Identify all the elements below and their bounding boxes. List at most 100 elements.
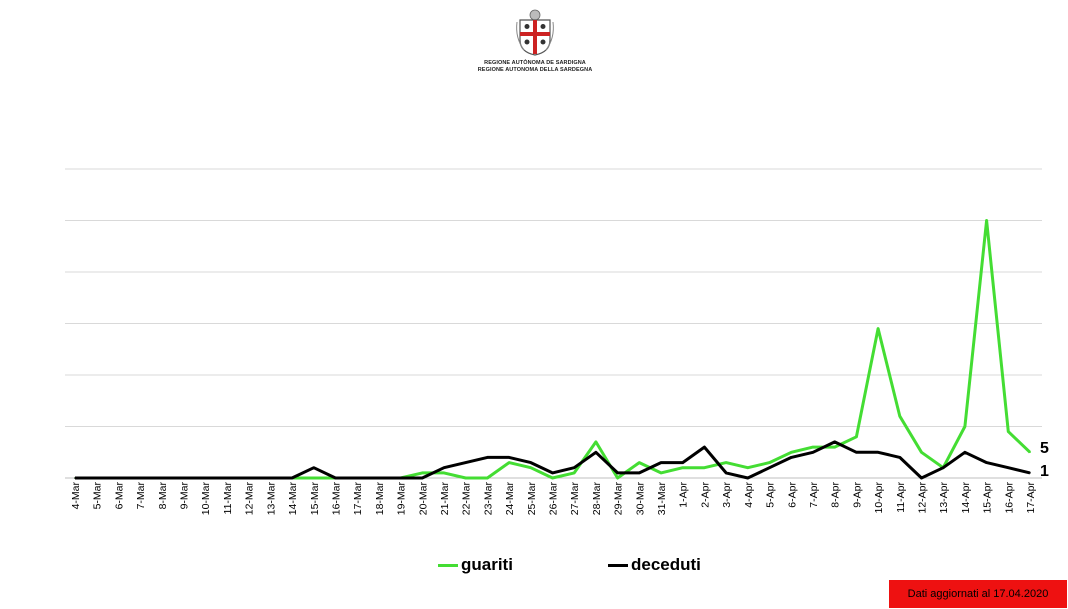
- data-point-guariti: [551, 477, 554, 479]
- data-point-deceduti: [877, 451, 879, 454]
- data-point-guariti: [595, 441, 597, 443]
- x-tick-label: 31-Mar: [656, 482, 668, 516]
- update-date-badge: Dati aggiornati al 17.04.2020: [889, 580, 1067, 608]
- x-tick-label: 12-Apr: [916, 481, 928, 513]
- data-point-deceduti: [616, 472, 619, 474]
- x-tick-label: 9-Apr: [851, 482, 863, 508]
- region-logo: REGIONE AUTÒNOMA DE SARDIGNA REGIONE AUT…: [470, 8, 600, 78]
- legend-item-guariti: guariti: [438, 553, 513, 577]
- x-tick-label: 24-Mar: [504, 482, 516, 516]
- data-point-deceduti: [312, 466, 315, 469]
- data-point-guariti: [898, 415, 901, 418]
- data-point-deceduti: [95, 477, 98, 479]
- data-point-guariti: [790, 451, 793, 454]
- data-point-deceduti: [399, 477, 402, 479]
- x-tick-label: 30-Mar: [634, 482, 646, 516]
- legend-label-guariti: guariti: [461, 555, 513, 574]
- logo-text-sardinian: REGIONE AUTÒNOMA DE SARDIGNA: [484, 60, 586, 66]
- x-tick-label: 26-Mar: [548, 482, 560, 516]
- data-point-deceduti: [247, 477, 250, 479]
- data-point-guariti: [421, 472, 424, 474]
- data-point-deceduti: [985, 461, 988, 464]
- x-tick-label: 21-Mar: [439, 482, 451, 516]
- x-tick-label: 1-Apr: [678, 482, 690, 508]
- data-point-guariti: [877, 327, 879, 330]
- data-point-guariti: [1007, 430, 1010, 433]
- data-point-deceduti: [1029, 472, 1031, 474]
- data-point-deceduti: [486, 456, 489, 459]
- legend-label-deceduti: deceduti: [631, 555, 701, 574]
- data-point-guariti: [660, 472, 662, 474]
- data-point-deceduti: [855, 451, 858, 454]
- x-tick-label: 10-Apr: [873, 481, 885, 513]
- data-point-guariti: [985, 219, 988, 222]
- x-tick-label: 27-Mar: [569, 482, 581, 516]
- data-point-guariti: [616, 477, 619, 479]
- data-point-deceduti: [573, 466, 576, 469]
- data-point-deceduti: [551, 472, 554, 474]
- x-axis-tick-labels: 4-Mar 5-Mar 6-Mar 7-Mar 8-Mar 9-Mar 10-Mar 11-M…: [70, 481, 1037, 515]
- legend-item-deceduti: deceduti: [608, 553, 701, 577]
- x-tick-label: 12-Mar: [244, 482, 256, 516]
- data-point-guariti: [681, 466, 684, 469]
- data-point-deceduti: [378, 477, 380, 479]
- x-tick-label: 9-Mar: [179, 481, 191, 509]
- data-point-deceduti: [421, 477, 424, 479]
- gridlines: [65, 168, 1042, 479]
- data-point-guariti: [638, 461, 641, 464]
- x-tick-label: 16-Apr: [1003, 481, 1015, 513]
- data-point-guariti: [833, 446, 836, 448]
- x-tick-label: 15-Mar: [309, 482, 321, 516]
- x-tick-label: 4-Apr: [743, 482, 755, 508]
- x-tick-label: 14-Mar: [287, 482, 299, 516]
- data-point-deceduti: [703, 446, 706, 448]
- legend-swatch-deceduti: [608, 563, 628, 567]
- data-point-deceduti: [964, 451, 966, 454]
- x-tick-label: 28-Mar: [591, 482, 603, 516]
- data-point-guariti: [312, 477, 315, 479]
- data-point-deceduti: [269, 477, 272, 479]
- data-point-guariti: [486, 477, 489, 479]
- logo-text-italian: REGIONE AUTONOMA DELLA SARDEGNA: [477, 67, 593, 73]
- data-point-guariti: [812, 446, 814, 448]
- data-point-deceduti: [768, 466, 771, 469]
- data-point-guariti: [573, 472, 576, 474]
- data-point-guariti: [768, 461, 771, 464]
- x-tick-label: 18-Mar: [374, 482, 386, 516]
- data-point-deceduti: [681, 461, 684, 464]
- x-tick-label: 13-Apr: [938, 481, 950, 513]
- x-tick-label: 17-Apr: [1025, 481, 1037, 513]
- data-point-deceduti: [812, 451, 814, 454]
- series-line-guariti: [75, 219, 1032, 480]
- x-tick-label: 2-Apr: [699, 482, 711, 508]
- data-point-deceduti: [790, 456, 793, 459]
- x-tick-label: 22-Mar: [461, 482, 473, 516]
- x-tick-label: 3-Apr: [721, 482, 733, 508]
- x-tick-label: 10-Mar: [200, 482, 212, 516]
- data-point-deceduti: [508, 456, 510, 459]
- data-point-deceduti: [464, 461, 467, 464]
- data-point-deceduti: [443, 466, 445, 469]
- data-point-deceduti: [356, 477, 358, 479]
- x-tick-label: 11-Mar: [222, 482, 234, 515]
- data-point-deceduti: [334, 477, 337, 479]
- x-tick-label: 5-Mar: [92, 481, 104, 509]
- data-point-deceduti: [204, 477, 207, 479]
- legend-swatch-guariti: [438, 563, 458, 567]
- data-point-guariti: [920, 451, 923, 454]
- x-tick-label: 8-Mar: [157, 481, 169, 509]
- data-point-guariti: [703, 466, 706, 469]
- x-tick-label: 19-Mar: [396, 482, 408, 516]
- series-lines: [74, 219, 1032, 480]
- data-point-deceduti: [182, 477, 185, 479]
- end-label-guariti: 5: [1040, 440, 1049, 457]
- coat-of-arms-icon: [516, 9, 554, 56]
- data-point-deceduti: [529, 461, 532, 464]
- data-point-deceduti: [747, 477, 749, 479]
- x-tick-label: 14-Apr: [960, 481, 972, 513]
- data-point-guariti: [508, 461, 510, 464]
- data-point-deceduti: [942, 466, 944, 469]
- data-point-deceduti: [920, 477, 923, 479]
- end-label-deceduti: 1: [1040, 463, 1049, 480]
